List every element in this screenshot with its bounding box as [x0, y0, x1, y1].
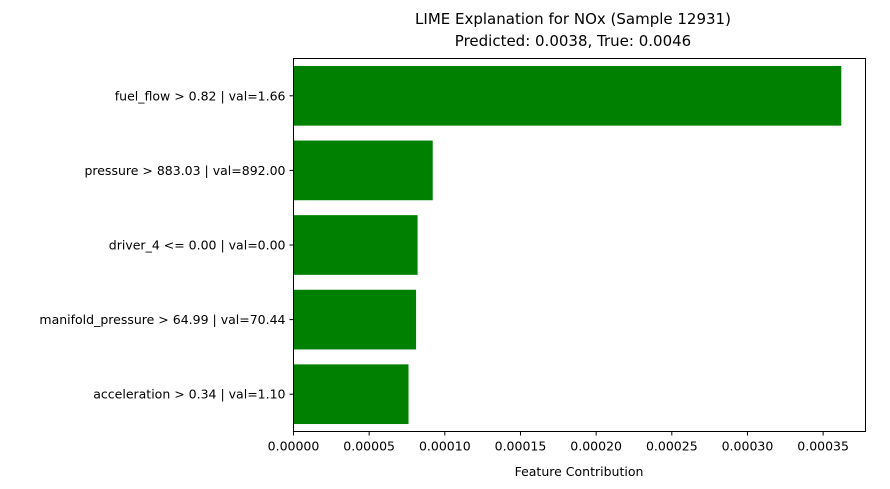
y-tick-label: acceleration > 0.34 | val=1.10 — [93, 387, 285, 402]
x-tick-label: 0.00010 — [419, 439, 471, 454]
y-tick-label: fuel_flow > 0.82 | val=1.66 — [115, 88, 286, 103]
y-tick-label: pressure > 883.03 | val=892.00 — [84, 163, 285, 178]
plot-frame — [293, 58, 866, 432]
chart-subtitle: Predicted: 0.0038, True: 0.0046 — [455, 32, 691, 50]
bar — [293, 364, 409, 425]
y-axis-ticks: fuel_flow > 0.82 | val=1.66 pressure > 88… — [39, 88, 294, 402]
bars-group — [293, 65, 842, 425]
x-tick-label: 0.00030 — [722, 439, 774, 454]
x-tick-label: 0.00035 — [797, 439, 849, 454]
y-tick-label: manifold_pressure > 64.99 | val=70.44 — [39, 312, 285, 327]
x-axis-label: Feature Contribution — [515, 464, 644, 479]
y-tick-label: driver_4 <= 0.00 | val=0.00 — [109, 238, 286, 253]
x-axis-ticks: 0.00000 0.00005 0.00010 0.00015 0.00020 0.000… — [268, 431, 849, 454]
x-tick-label: 0.00025 — [646, 439, 698, 454]
x-tick-label: 0.00020 — [570, 439, 622, 454]
x-tick-label: 0.00005 — [343, 439, 395, 454]
x-tick-label: 0.00000 — [268, 439, 320, 454]
chart-title: LIME Explanation for NOx (Sample 12931) — [415, 10, 731, 28]
bar — [293, 140, 433, 201]
x-tick-label: 0.00015 — [495, 439, 547, 454]
bar — [293, 65, 842, 126]
bar — [293, 215, 418, 275]
bar — [293, 289, 417, 350]
